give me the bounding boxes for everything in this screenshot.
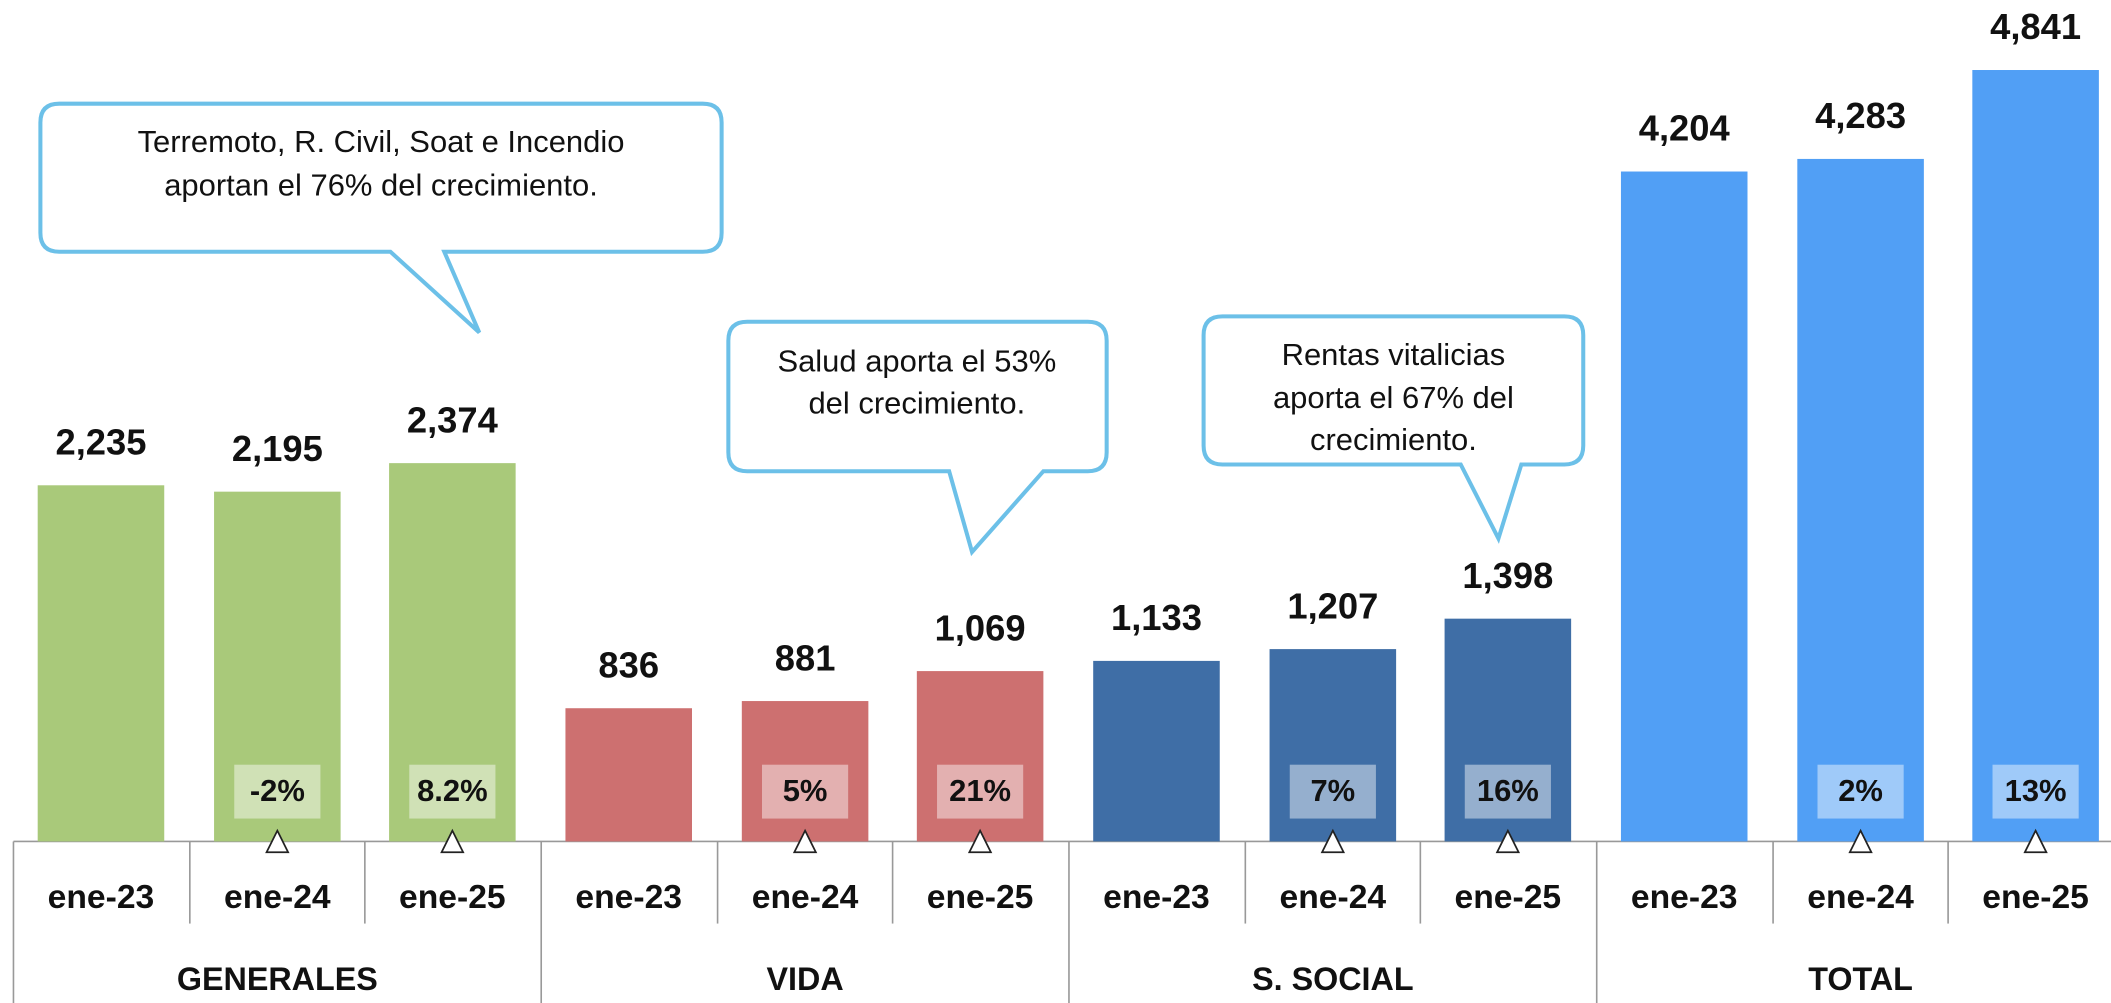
growth-label: -2% [250, 773, 305, 808]
callout-text: Salud aporta el 53% [777, 344, 1056, 379]
growth-label: 8.2% [417, 773, 488, 808]
value-label: 2,195 [232, 428, 323, 469]
callout-text: crecimiento. [1310, 422, 1477, 457]
bar [1444, 618, 1572, 842]
bar [1797, 158, 1924, 842]
value-label: 4,283 [1815, 95, 1906, 136]
category-label: ene-24 [1807, 879, 1914, 916]
growth-badge [234, 764, 321, 819]
bar [565, 708, 692, 842]
bar [37, 485, 165, 842]
value-label: 1,207 [1287, 585, 1378, 626]
bar [1620, 171, 1748, 842]
growth-label: 16% [1477, 773, 1539, 808]
callout-text: Rentas vitalicias [1282, 337, 1506, 372]
growth-label: 21% [949, 773, 1011, 808]
callout-text: aportan el 76% del crecimiento. [164, 167, 598, 202]
callout-text: aporta el 67% del [1273, 380, 1514, 415]
category-label: ene-24 [752, 879, 859, 916]
group-label: GENERALES [177, 961, 378, 997]
growth-badge [937, 764, 1024, 819]
growth-marker [440, 828, 465, 854]
growth-marker [792, 828, 818, 854]
growth-label: 5% [783, 773, 828, 808]
group-label: S. SOCIAL [1252, 961, 1414, 997]
callout-text: Terremoto, R. Civil, Soat e Incendio [138, 124, 625, 159]
growth-badge [1817, 764, 1904, 819]
bar [1972, 70, 2099, 842]
bar [1093, 660, 1220, 842]
category-label: ene-24 [224, 879, 331, 916]
growth-label: 13% [2005, 773, 2067, 808]
category-label: ene-25 [1455, 879, 1562, 916]
value-label: 836 [598, 644, 659, 685]
bar [916, 671, 1044, 842]
group-label: TOTAL [1808, 961, 1913, 997]
growth-badge [409, 764, 496, 819]
value-label: 1,069 [935, 607, 1026, 648]
category-label: ene-23 [575, 879, 682, 916]
category-label: ene-24 [1280, 879, 1387, 916]
category-label: ene-23 [48, 879, 155, 916]
category-label: ene-25 [927, 879, 1034, 916]
category-label: ene-23 [1631, 879, 1738, 916]
value-label: 2,374 [407, 399, 499, 440]
value-label: 2,235 [55, 422, 146, 463]
callout-box [1201, 314, 1586, 544]
growth-marker [1320, 828, 1346, 854]
growth-label: 2% [1838, 773, 1883, 808]
bar [1269, 649, 1397, 842]
growth-marker [2023, 828, 2048, 854]
growth-marker [265, 828, 290, 854]
callout-box [726, 319, 1109, 557]
growth-badge [762, 764, 849, 819]
category-label: ene-25 [1982, 879, 2089, 916]
growth-marker [1495, 828, 1521, 854]
bar [389, 463, 516, 842]
growth-marker [967, 828, 993, 854]
growth-badge [1464, 764, 1551, 819]
growth-label: 7% [1310, 773, 1355, 808]
callout-box [38, 101, 724, 335]
bar [741, 701, 869, 842]
value-label: 1,398 [1462, 555, 1553, 596]
value-label: 881 [775, 637, 836, 678]
growth-badge [1289, 764, 1376, 819]
callout-text: del crecimiento. [808, 385, 1025, 420]
bar [214, 491, 341, 842]
value-label: 4,841 [1990, 6, 2081, 47]
value-label: 1,133 [1111, 597, 1202, 638]
growth-badge [1992, 764, 2079, 819]
category-label: ene-25 [399, 879, 506, 916]
category-label: ene-23 [1103, 879, 1210, 916]
growth-marker [1848, 828, 1873, 854]
value-label: 4,204 [1639, 108, 1731, 149]
group-label: VIDA [767, 961, 844, 997]
